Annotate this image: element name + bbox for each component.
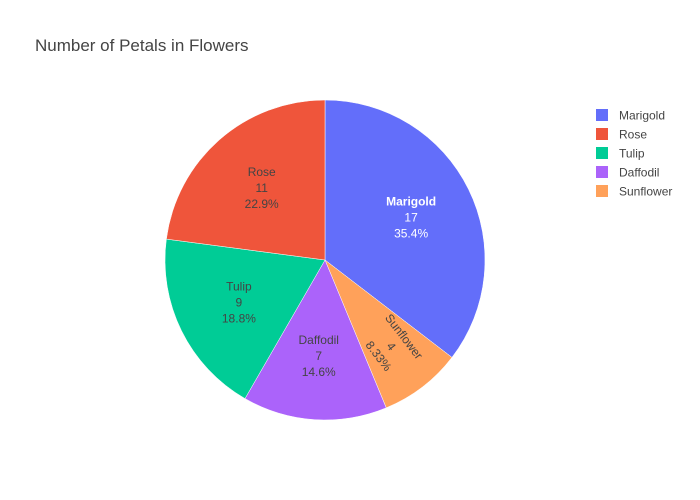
slice-name-marigold: Marigold bbox=[386, 195, 436, 209]
legend-swatch-rose bbox=[596, 128, 608, 140]
slice-percent-tulip: 18.8% bbox=[222, 311, 256, 325]
legend-item-daffodil[interactable]: Daffodil bbox=[596, 166, 659, 180]
legend-label-tulip: Tulip bbox=[619, 147, 645, 161]
slice-marigold bbox=[324, 99, 486, 358]
slice-tulip bbox=[164, 238, 326, 399]
legend-swatch-marigold bbox=[596, 109, 608, 121]
slice-label-tulip: Tulip 9 18.8% bbox=[222, 279, 256, 325]
legend-swatch-sunflower bbox=[596, 185, 608, 197]
chart-title: Number of Petals in Flowers bbox=[35, 36, 249, 55]
legend-swatch-daffodil bbox=[596, 166, 608, 178]
legend-label-sunflower: Sunflower bbox=[619, 185, 672, 199]
slice-percent-rose: 22.9% bbox=[245, 197, 279, 211]
slice-value-rose: 11 bbox=[255, 181, 268, 195]
legend-swatch-tulip bbox=[596, 147, 608, 159]
slice-label-rose: Rose 11 22.9% bbox=[245, 165, 279, 211]
slice-name-rose: Rose bbox=[248, 165, 276, 179]
slice-value-tulip: 9 bbox=[236, 295, 243, 309]
legend-item-sunflower[interactable]: Sunflower bbox=[596, 185, 672, 199]
legend-item-tulip[interactable]: Tulip bbox=[596, 147, 645, 161]
slice-percent-marigold: 35.4% bbox=[394, 227, 428, 241]
slice-value-marigold: 17 bbox=[404, 211, 418, 225]
legend-label-marigold: Marigold bbox=[619, 109, 665, 123]
legend-label-daffodil: Daffodil bbox=[619, 166, 659, 180]
slice-name-tulip: Tulip bbox=[226, 279, 252, 293]
slice-value-daffodil: 7 bbox=[315, 349, 322, 363]
slice-label-marigold: Marigold 17 35.4% bbox=[386, 195, 436, 241]
legend-label-rose: Rose bbox=[619, 128, 647, 142]
legend: Marigold Rose Tulip Daffodil Sunflower bbox=[596, 109, 672, 199]
legend-item-marigold[interactable]: Marigold bbox=[596, 109, 665, 123]
slice-percent-daffodil: 14.6% bbox=[302, 365, 336, 379]
slice-label-daffodil: Daffodil 7 14.6% bbox=[298, 333, 338, 379]
slice-rose bbox=[166, 99, 326, 261]
legend-item-rose[interactable]: Rose bbox=[596, 128, 647, 142]
pie-slices bbox=[164, 99, 486, 421]
slice-daffodil bbox=[244, 259, 387, 421]
slice-name-daffodil: Daffodil bbox=[298, 333, 338, 347]
